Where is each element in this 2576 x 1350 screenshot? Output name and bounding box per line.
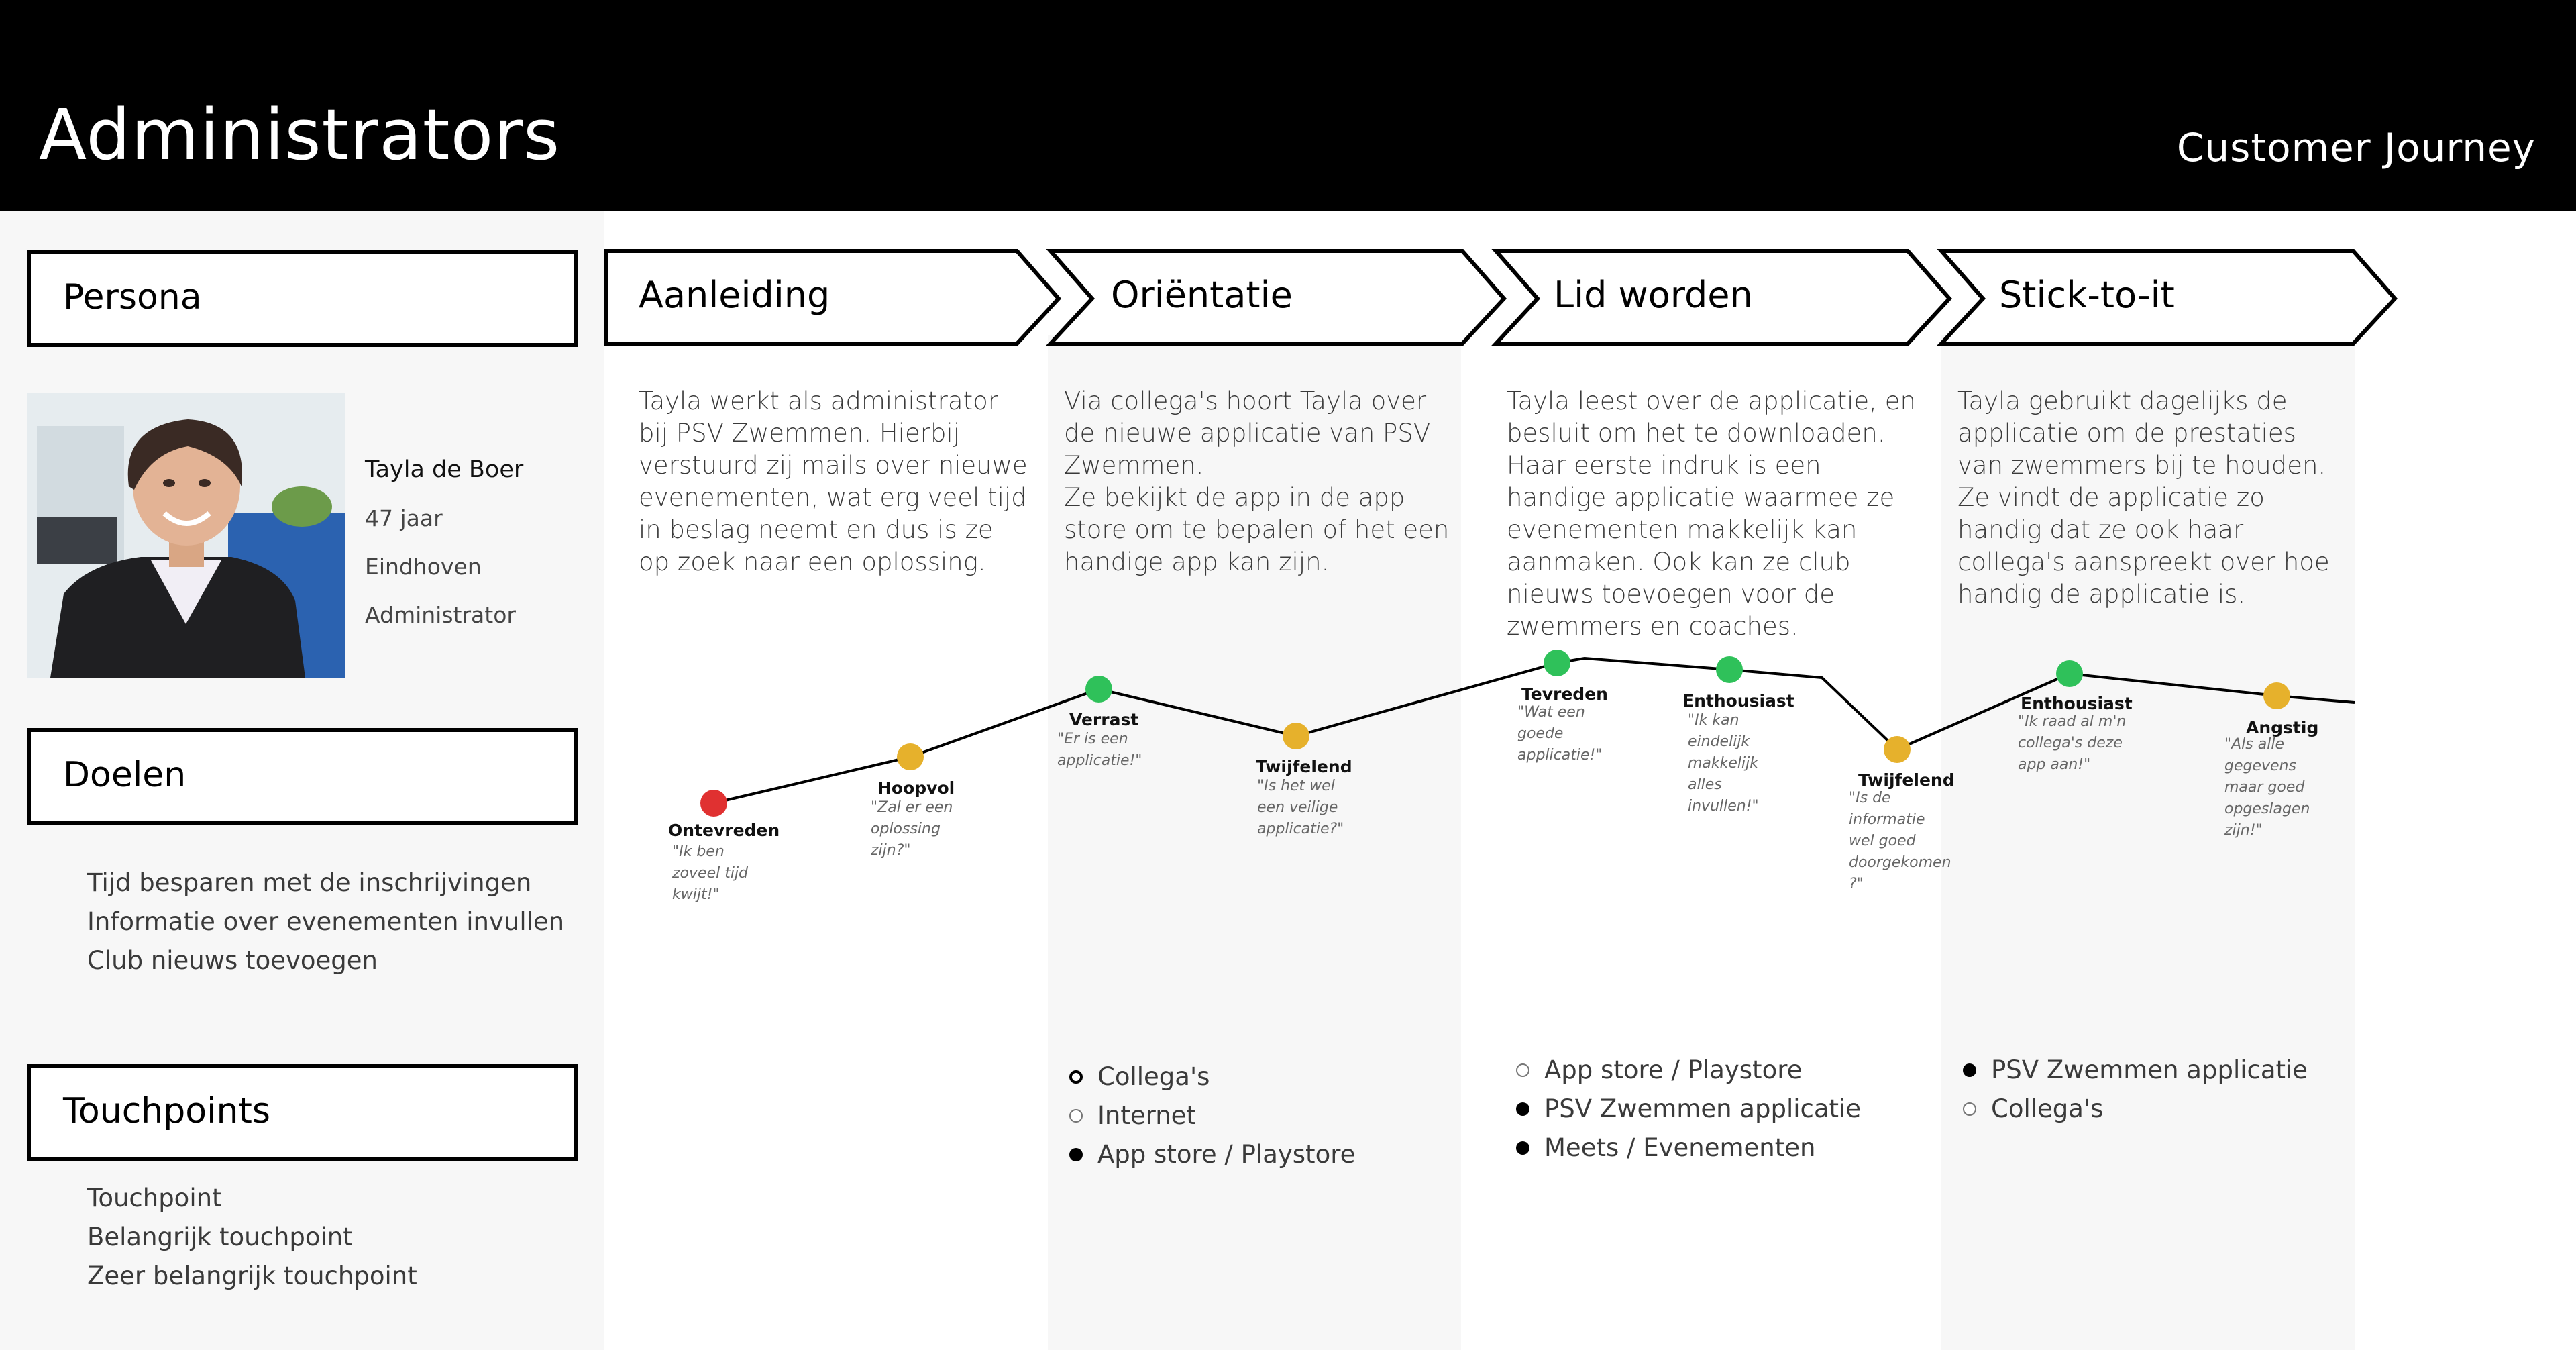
touchpoint-item: Meets / Evenementen [1516,1129,1861,1167]
emotion-quote: "Is het wel een veilige applicatie?" [1257,778,1344,837]
emotion-quote: "Ik kan eindelijk makkelijk alles invull… [1688,712,1759,815]
legend-touchpoint: Touchpoint [87,1184,222,1212]
touchpoint-icon [1516,1063,1529,1077]
touchpoint-item: App store / Playstore [1516,1051,1861,1090]
very-important-touchpoint-icon [1963,1063,1976,1077]
emotion-label: Verrast [1069,710,1139,729]
phase-orientatie-background [1048,335,1461,1350]
phase-title-lid-worden: Lid worden [1554,274,1753,316]
touchpoint-item: PSV Zwemmen applicatie [1516,1090,1861,1129]
emotion-point [700,790,727,817]
emotion-point [1716,656,1743,683]
emotion-quote: "Zal er een oplossing zijn?" [871,799,953,859]
touchpoint-item: Collega's [1069,1057,1355,1096]
emotion-quote: "Wat een goede applicatie!" [1517,704,1603,764]
phase-arrow-stick-to-it [1937,249,2398,346]
goal-item: Club nieuws toevoegen [87,946,378,975]
phase-arrow-aanleiding [604,249,1062,346]
emotion-quote: "Ik ben zoveel tijd kwijt!" [672,843,749,903]
emotion-point [1283,723,1309,749]
touchpoint-item: Internet [1069,1096,1355,1135]
emotion-point [897,743,924,770]
legend-very-important-touchpoint: Zeer belangrijk touchpoint [87,1261,417,1290]
emotion-label: Ontevreden [668,821,780,840]
touchpoint-label: Collega's [1991,1094,2104,1123]
emotion-label: Tevreden [1521,684,1608,704]
phase-description-stick-to-it: Tayla gebruikt dagelijks de applicatie o… [1957,386,2330,609]
touchpoint-label: PSV Zwemmen applicatie [1991,1055,2308,1084]
touchpoint-label: App store / Playstore [1097,1140,1356,1169]
header-bar: Administrators Customer Journey [0,0,2576,211]
phase-arrow-orientatie [1046,249,1507,346]
phase-title-aanleiding: Aanleiding [639,274,830,316]
emotion-label: Enthousiast [2021,694,2133,713]
persona-name: Tayla de Boer [365,456,524,483]
touchpoints-lid-worden: App store / Playstore PSV Zwemmen applic… [1516,1051,1861,1167]
emotion-quote: "Is de informatie wel goed doorgekomen ?… [1849,790,1951,892]
page-title: Administrators [39,94,561,176]
phase-description-lid-worden: Tayla leest over de applicatie, en beslu… [1507,386,1916,641]
emotion-quote: "Als alle gegevens maar goed opgeslagen … [2224,736,2310,839]
touchpoint-label: Meets / Evenementen [1544,1133,1816,1162]
legend-important-touchpoint: Belangrijk touchpoint [87,1223,353,1251]
goal-item: Informatie over evenementen invullen [87,907,565,936]
touchpoints-heading-box: Touchpoints [27,1064,578,1161]
very-important-touchpoint-icon [1516,1141,1529,1155]
touchpoint-label: App store / Playstore [1544,1055,1803,1084]
persona-age: 47 jaar [365,505,443,531]
page-subtitle: Customer Journey [2176,125,2536,170]
emotion-point [2263,682,2290,709]
persona-role: Administrator [365,602,516,628]
very-important-touchpoint-icon [1069,1148,1083,1161]
emotion-point [1884,736,1911,763]
touchpoint-label: Internet [1097,1101,1196,1130]
emotion-point [1085,676,1112,703]
goal-item: Tijd besparen met de inschrijvingen [87,868,532,897]
emotion-label: Enthousiast [1682,691,1794,711]
touchpoint-icon [1069,1109,1083,1123]
emotion-quote: "Ik raad al m'n collega's deze app aan!" [2018,713,2127,773]
emotion-label: Hoopvol [877,778,955,798]
phase-title-orientatie: Oriëntatie [1111,274,1293,316]
persona-photo [27,393,345,678]
touchpoint-legend: Touchpoint Belangrijk touchpoint Zeer be… [87,1179,417,1296]
touchpoints-orientatie: Collega's Internet App store / Playstore [1069,1057,1355,1174]
emotion-curve-line [713,656,2355,804]
touchpoints-heading: Touchpoints [63,1091,270,1131]
phase-description-orientatie: Via collega's hoort Tayla over de nieuwe… [1064,386,1450,576]
emotion-label: Twijfelend [1858,770,1955,790]
phase-description-aanleiding: Tayla werkt als administrator bij PSV Zw… [639,386,1028,576]
important-touchpoint-icon [1069,1070,1083,1084]
goals-heading: Doelen [63,755,186,795]
phase-stick-to-it-background [1941,335,2355,1350]
touchpoint-icon [1963,1102,1976,1116]
emotion-label: Angstig [2246,718,2319,737]
goals-list: Tijd besparen met de inschrijvingen Info… [87,864,564,980]
persona-heading: Persona [63,277,202,317]
touchpoint-label: Collega's [1097,1062,1210,1091]
touchpoint-item: Collega's [1963,1090,2308,1129]
phase-title-stick-to-it: Stick-to-it [1999,274,2175,316]
touchpoints-stick-to-it: PSV Zwemmen applicatie Collega's [1963,1051,2308,1129]
emotion-point [2056,660,2083,687]
goals-heading-box: Doelen [27,728,578,825]
persona-city: Eindhoven [365,554,482,580]
persona-heading-box: Persona [27,250,578,347]
very-important-touchpoint-icon [1516,1102,1529,1116]
emotion-quote: "Er is een applicatie!" [1057,731,1142,769]
touchpoint-item: PSV Zwemmen applicatie [1963,1051,2308,1090]
emotion-point [1544,650,1570,676]
phase-arrow-lid-worden [1491,249,1953,346]
touchpoint-label: PSV Zwemmen applicatie [1544,1094,1862,1123]
touchpoint-item: App store / Playstore [1069,1135,1355,1174]
emotion-label: Twijfelend [1256,757,1352,776]
